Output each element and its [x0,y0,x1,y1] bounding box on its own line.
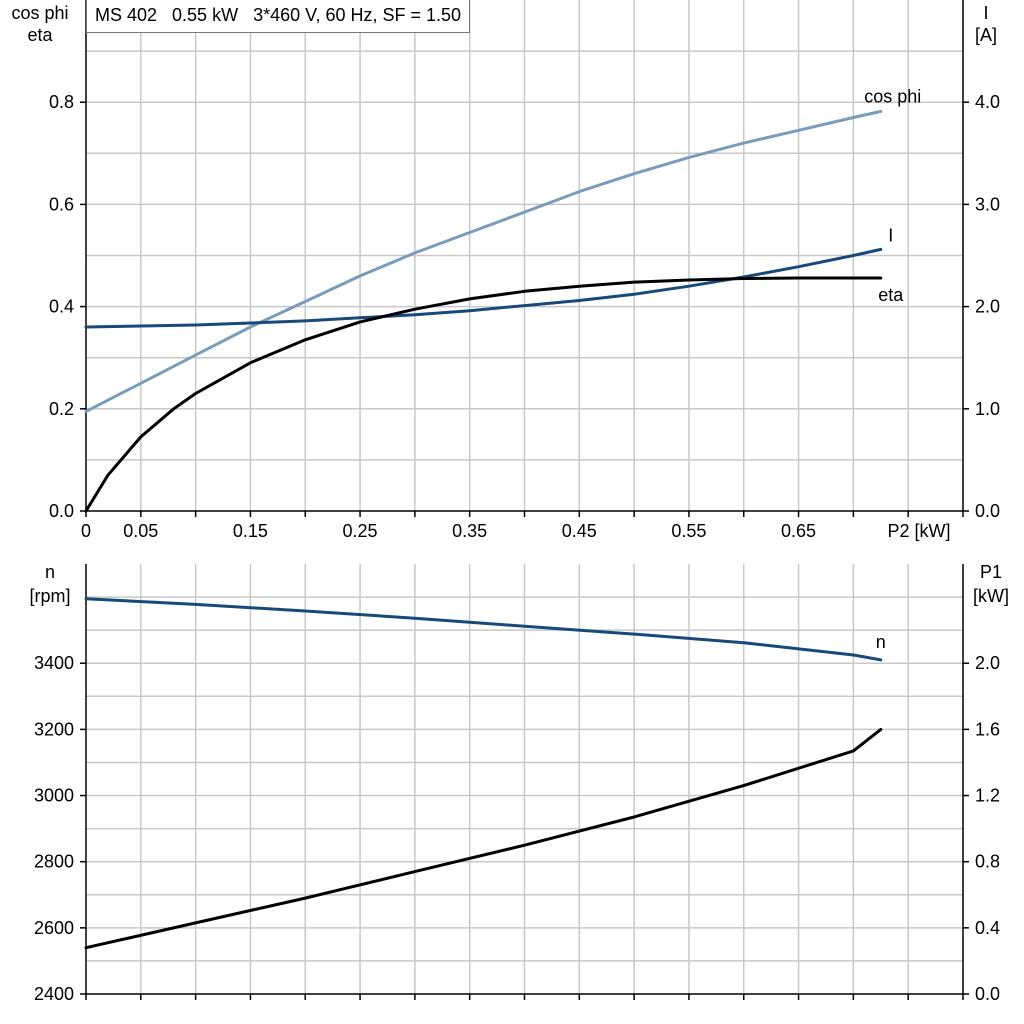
left-axis-label-line1: cos phi [11,3,68,23]
left-axis-label-line2: [rpm] [29,586,70,606]
series-line-n [84,597,883,662]
x-tick-label: 0.35 [452,521,487,541]
x-tick-label: 0.25 [343,521,378,541]
series-label-eta: eta [878,285,904,305]
series-label-n: n [876,632,886,652]
right-axis-label-line1: P1 [980,562,1002,582]
series-label-cos-phi: cos phi [864,86,921,106]
right-tick-label: 2.0 [975,653,1000,673]
left-tick-label: 3200 [34,719,74,739]
left-axis-label-line1: n [45,562,55,582]
x-tick-label: 0.55 [671,521,706,541]
x-tick-label: 0.05 [123,521,158,541]
left-axis-label-line2: eta [27,25,53,45]
right-tick-label: 0.0 [975,501,1000,521]
right-tick-label: 1.6 [975,719,1000,739]
left-tick-label: 2400 [34,984,74,1004]
series-label-I: I [888,225,893,245]
x-tick-label: 0.65 [781,521,816,541]
right-tick-label: 0.4 [975,918,1000,938]
left-tick-label: 0.6 [49,194,74,214]
right-axis-label-line1: I [983,3,988,23]
series-line-right [84,727,883,950]
x-tick-label: 0 [81,521,91,541]
right-axis-label-line2: [kW] [973,586,1009,606]
x-tick-label: 0.45 [562,521,597,541]
chart-title: MS 402 0.55 kW 3*460 V, 60 Hz, SF = 1.50 [86,0,471,33]
right-tick-label: 4.0 [975,92,1000,112]
right-tick-label: 1.0 [975,399,1000,419]
x-axis-label: P2 [kW] [887,521,950,541]
right-tick-label: 0.8 [975,852,1000,872]
left-tick-label: 0.2 [49,399,74,419]
left-tick-label: 3000 [34,786,74,806]
right-tick-label: 2.0 [975,297,1000,317]
left-tick-label: 3400 [34,653,74,673]
left-tick-label: 0.4 [49,297,74,317]
series-line-cos-phi [84,109,883,413]
left-tick-label: 0.8 [49,92,74,112]
bottom-panel: 2400 2600 2800 3000 3200 3400 0.0 0.4 0.8 1.2 1.6 2… [29,562,1009,1004]
left-tick-label: 0.0 [49,501,74,521]
right-axis-label-line2: [A] [975,25,997,45]
series-line-I [84,247,883,329]
right-tick-label: 3.0 [975,194,1000,214]
right-tick-label: 0.0 [975,984,1000,1004]
right-tick-label: 1.2 [975,786,1000,806]
series-line-eta [84,276,883,513]
x-tick-label: 0.15 [233,521,268,541]
left-tick-label: 2600 [34,918,74,938]
left-tick-label: 2800 [34,852,74,872]
